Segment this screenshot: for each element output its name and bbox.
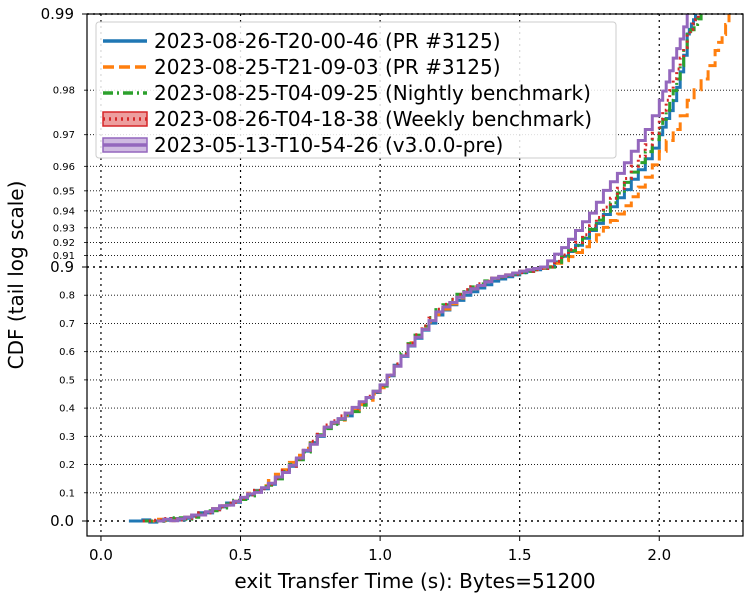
legend: 2023-08-26-T20-00-46 (PR #3125)2023-08-2… xyxy=(95,21,617,159)
y-minor-tick-label: 0.1 xyxy=(59,488,75,499)
x-tick-label: 1.0 xyxy=(368,546,392,564)
grid xyxy=(87,13,743,536)
y-major-tick-label: 0.0 xyxy=(50,512,74,530)
axis-ticks: 0.0 0.5 1.0 1.5 2.0 0.1 0.2 0.3 0.4 0.5 0.6 0.7 0.8 0… xyxy=(41,5,672,564)
series-line xyxy=(142,14,700,523)
y-axis-title: CDF (tail log scale) xyxy=(4,181,28,370)
series-line xyxy=(156,14,689,523)
legend-frame xyxy=(95,21,617,159)
legend-label: 2023-08-26-T04-18-38 (Weekly benchmark) xyxy=(154,107,592,131)
y-minor-tick-label: 0.91 xyxy=(53,251,75,262)
series-lines xyxy=(128,14,731,524)
y-minor-tick-label: 0.95 xyxy=(53,186,75,197)
y-minor-tick-label: 0.3 xyxy=(59,432,75,443)
legend-label: 2023-08-25-T04-09-25 (Nightly benchmark) xyxy=(154,81,591,105)
y-minor-tick-label: 0.96 xyxy=(53,162,75,173)
x-tick-label: 0.5 xyxy=(229,546,253,564)
legend-label: 2023-08-25-T21-09-03 (PR #3125) xyxy=(154,55,501,79)
y-minor-tick-label: 0.5 xyxy=(59,375,75,386)
legend-label: 2023-05-13-T10-54-26 (v3.0.0-pre) xyxy=(154,133,503,157)
y-minor-tick-label: 0.2 xyxy=(59,460,75,471)
y-major-tick-label: 0.9 xyxy=(50,258,74,276)
x-tick-label: 1.5 xyxy=(508,546,532,564)
x-axis-title: exit Transfer Time (s): Bytes=51200 xyxy=(234,569,595,593)
y-minor-tick-label: 0.7 xyxy=(59,319,75,330)
y-minor-tick-label: 0.8 xyxy=(59,291,75,302)
y-major-tick-label: 0.99 xyxy=(41,5,74,23)
x-tick-label: 2.0 xyxy=(647,546,671,564)
y-minor-tick-label: 0.94 xyxy=(53,206,75,217)
y-minor-tick-label: 0.92 xyxy=(53,238,75,249)
legend-label: 2023-08-26-T20-00-46 (PR #3125) xyxy=(154,29,501,53)
y-minor-tick-label: 0.4 xyxy=(59,404,75,415)
x-tick-label: 0.0 xyxy=(89,546,113,564)
y-minor-tick-label: 0.93 xyxy=(53,223,75,234)
y-minor-tick-label: 0.97 xyxy=(53,130,75,141)
plot-frame xyxy=(86,13,744,537)
y-minor-tick-label: 0.6 xyxy=(59,347,75,358)
y-minor-tick-label: 0.98 xyxy=(53,86,75,97)
